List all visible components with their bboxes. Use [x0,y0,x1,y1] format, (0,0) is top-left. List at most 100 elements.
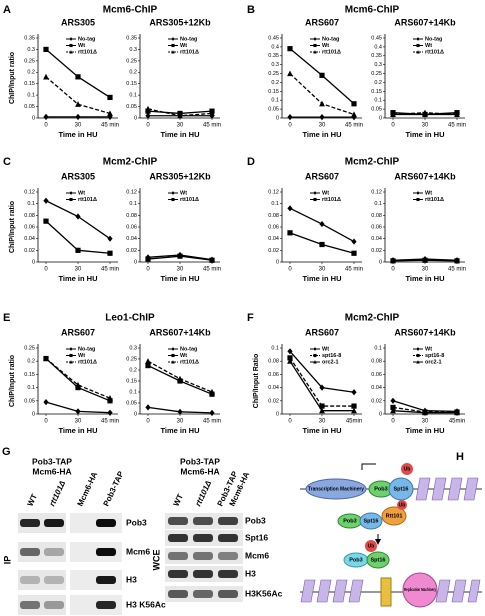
legend-marker [171,43,175,48]
legend-label: spt16-8 [425,353,444,359]
data-point [209,110,215,117]
blot-band [218,534,238,542]
legend-marker [416,191,420,195]
legend-label: rtt101Δ [78,49,97,55]
data-point [107,395,113,401]
y-tick-label: 0.05 [24,104,35,110]
y-tick-label: 0.35 [268,53,279,59]
series-line [45,200,111,240]
blot-band [193,534,213,542]
y-tick-label: 0.2 [27,70,35,76]
data-point [75,381,81,388]
y-tick-label: 0.04 [268,236,279,242]
x-tick-label: 30 [177,123,184,129]
blot-band [44,548,64,556]
legend-label: Wt [425,43,432,49]
x-axis-label: Time in HU [302,274,341,283]
y-tick-label: 0.1 [374,98,382,104]
legend-label: rtt101Δ [78,359,97,365]
y-tick-label: 0 [32,259,35,265]
y-tick-label: 0.1 [271,345,279,351]
legend-label: No-tag [180,346,197,352]
data-point [145,256,151,262]
x-tick-label: 0 [146,123,150,129]
data-point [75,213,81,220]
line-chart: ARS607 0 0.05 0.1 0.15 0.2 0.25 0.3 0.35 0.4 0.45 0… [268,17,363,139]
y-tick-label: 0.3 [129,47,137,53]
blot-band [168,534,188,542]
blot-band [20,548,40,556]
y-tick-label: 0.15 [371,89,382,95]
data-point [177,375,183,382]
legend-marker [171,197,175,202]
y-axis-label: ChIP/Input ratio [9,355,16,407]
legend-marker [416,43,420,48]
y-tick-label: 0.3 [129,345,137,351]
x-tick-label: 45 min [101,419,119,425]
chart-title: ARS607 [305,171,339,181]
lane-label: rtt101Δ [48,479,68,508]
legend-label: Wt [78,43,85,49]
data-point [177,112,183,119]
y-tick-label: 0.2 [27,359,35,365]
legend-marker [416,50,420,54]
data-point [422,257,428,263]
y-tick-label: 0.45 [371,35,382,41]
row-label: H3K56Ac [245,588,283,598]
legend-label: rtt101Δ [425,49,444,55]
legend-marker [416,353,420,358]
x-tick-label: 45min [346,419,362,425]
legend-marker [416,197,420,202]
data-point [390,258,396,264]
x-axis-label: Time in HU [58,130,97,139]
panel-letter: B [247,4,255,16]
blot-band [20,601,40,609]
y-tick-label: 0.3 [271,62,279,68]
data-point [75,408,81,415]
data-point [454,111,460,118]
x-axis-label: Time in HU [405,274,444,283]
row-label: Pob3 [126,517,147,527]
blot-band [96,519,116,527]
y-tick-label: 0.08 [371,359,382,365]
x-tick-label: 0 [146,419,150,425]
x-tick-label: 0 [44,123,48,129]
y-tick-label: 0.4 [374,44,382,50]
blot-band [168,590,188,598]
x-tick-label: 45 min [101,267,119,273]
blot-bg [18,542,66,562]
y-tick-label: 0 [134,411,137,417]
y-tick-label: 0.02 [371,248,382,254]
x-tick-label: 45 min [203,267,221,273]
legend-label: rtt101Δ [180,359,199,365]
x-tick-label: 0 [146,267,150,273]
data-point [390,111,396,118]
x-tick-label: 0 [391,419,395,425]
y-tick-label: 0.15 [126,378,137,384]
y-tick-label: 0 [379,115,382,121]
diagram-label: Pob3 [349,557,362,563]
data-point [177,253,183,259]
y-tick-label: 0.2 [129,70,137,76]
line-chart: ARS607+14Kb 0 0.05 0.1 0.15 0.2 0.25 0.3 0.35 0.4… [371,17,466,139]
x-axis-label: Time in HU [160,426,199,435]
y-tick-label: 0.06 [371,372,382,378]
diagram-label: Replication Machinery [404,587,436,592]
diagram-label: Pob3 [374,486,387,492]
y-tick-label: 0.04 [268,385,279,391]
legend-label: Wt [425,346,432,352]
data-point [351,403,357,409]
blot-bg [18,570,66,590]
y-tick-label: 0.06 [371,224,382,230]
lane-label: WT [26,493,39,508]
data-point [351,250,357,256]
blot-band [218,517,238,525]
data-point [75,247,81,253]
x-axis-label: Time in HU [58,426,97,435]
row-label: Spt16 [245,532,268,542]
panel-letter: D [247,156,255,168]
data-point [177,408,183,415]
row-label: Mcm6 [126,546,150,556]
x-tick-label: 45min [449,419,465,425]
